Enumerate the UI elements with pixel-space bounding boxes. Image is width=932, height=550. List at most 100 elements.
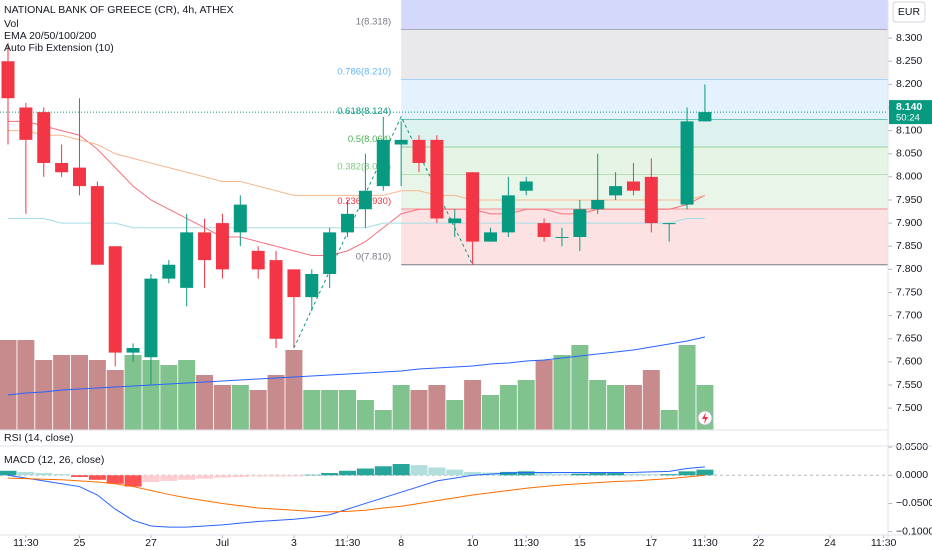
candle-body	[626, 181, 640, 191]
volume-bar	[410, 390, 428, 430]
volume-bar	[678, 345, 696, 430]
y-tick-label: 7.700	[896, 309, 922, 321]
macd-histogram-bar	[106, 475, 124, 484]
currency-label[interactable]: EUR	[898, 6, 921, 18]
volume-bar	[374, 410, 392, 430]
x-tick-label: 3	[291, 537, 297, 549]
legend-item: EMA 20/50/100/200	[4, 30, 96, 42]
legend-item: Vol	[4, 18, 19, 30]
macd-histogram-bar	[0, 470, 17, 476]
signal-line	[7, 474, 705, 513]
candle-body	[662, 223, 676, 225]
macd-histogram-bar	[517, 471, 535, 476]
macd-histogram-bar	[196, 475, 214, 479]
volume-bar	[285, 350, 303, 430]
y-tick-label: 7.950	[896, 194, 922, 206]
macd-histogram-bar	[231, 475, 249, 477]
last-price-tag	[889, 100, 932, 125]
countdown-label: 50:24	[896, 113, 920, 124]
candle-body	[305, 273, 319, 298]
x-tick-label: 10	[467, 537, 479, 549]
macd-histogram-bar	[642, 474, 660, 476]
macd-histogram-bar	[142, 475, 160, 483]
currency-button[interactable]	[892, 1, 926, 23]
x-tick-label: 25	[74, 537, 86, 549]
y-tick-label: 0.0500	[896, 441, 928, 453]
volume-bar	[571, 345, 589, 430]
fib-label: 1(8.318)	[356, 16, 391, 27]
volume-bar	[106, 370, 124, 430]
volume-bar	[53, 355, 71, 430]
macd-histogram-bar	[499, 471, 517, 476]
volume-bar	[35, 360, 53, 430]
last-price-label: 8.140	[896, 101, 922, 113]
candle-body	[519, 181, 533, 191]
candle-body	[37, 112, 51, 163]
macd-histogram-bar	[678, 471, 696, 476]
volume-bar	[70, 355, 88, 430]
x-tick-label: 11:30	[335, 537, 361, 549]
volume-bar	[267, 375, 285, 430]
volume-ma-line	[7, 336, 706, 396]
macd-histogram-bar	[53, 474, 71, 476]
fib-band	[401, 119, 888, 148]
candle-body	[430, 139, 444, 219]
candle-body	[537, 223, 551, 237]
fib-label: 0.5(8.064)	[348, 134, 391, 145]
candle-body	[251, 250, 265, 270]
volume-bar	[178, 360, 196, 430]
y-tick-label: 8.100	[896, 124, 922, 136]
volume-bar	[481, 395, 499, 430]
alert-bolt	[702, 412, 708, 424]
candle-body	[466, 172, 480, 242]
candle-body	[448, 218, 462, 224]
candle-body	[180, 232, 194, 288]
y-tick-label: 8.200	[896, 78, 922, 90]
fib-label: 0.382(8.004)	[337, 162, 391, 173]
y-tick-label: 7.650	[896, 333, 922, 345]
macd-histogram-bar	[303, 474, 321, 476]
x-tick-label: 27	[145, 537, 157, 549]
volume-bar	[517, 380, 535, 430]
candle-body	[144, 278, 158, 358]
macd-histogram-bar	[178, 475, 196, 480]
candle-body	[323, 232, 337, 274]
macd-histogram-bar	[410, 465, 428, 476]
x-tick-label: 15	[574, 537, 586, 549]
macd-histogram-bar	[624, 473, 642, 476]
volume-bar	[607, 385, 625, 430]
macd-title: MACD (12, 26, close)	[4, 454, 104, 466]
y-tick-label: −0.0500	[896, 497, 932, 509]
macd-histogram-bar	[70, 475, 88, 477]
x-tick-label: 22	[753, 537, 765, 549]
candle-body	[233, 204, 247, 233]
ema-line	[8, 217, 705, 229]
volume-bar	[624, 385, 642, 430]
fib-label: 0.618(8.124)	[337, 106, 391, 117]
y-tick-label: −0.1000	[896, 525, 932, 537]
volume-bar	[392, 385, 410, 430]
fib-band	[401, 209, 888, 265]
volume-bar	[303, 390, 321, 430]
macd-line	[7, 466, 705, 528]
macd-histogram-bar	[17, 471, 35, 476]
candle-body	[376, 139, 390, 187]
candle-body	[394, 139, 408, 145]
y-tick-label: 7.550	[896, 379, 922, 391]
candle-body	[698, 112, 712, 122]
volume-bar	[17, 340, 35, 430]
volume-bar	[446, 400, 464, 430]
macd-histogram-bar	[285, 475, 303, 477]
volume-bar	[142, 360, 160, 430]
candle-body	[591, 199, 605, 210]
symbol-title: NATIONAL BANK OF GREECE (CR), 4h, ATHEX	[4, 4, 234, 16]
macd-histogram-bar	[696, 469, 714, 476]
volume-bar	[356, 400, 374, 430]
macd-histogram-bar	[428, 467, 446, 476]
macd-histogram-bar	[88, 475, 106, 480]
x-tick-label: 11:30	[871, 537, 897, 549]
candle-body	[55, 162, 69, 173]
fib-band	[401, 175, 888, 210]
candle-body	[483, 232, 497, 242]
volume-bar	[0, 340, 17, 430]
